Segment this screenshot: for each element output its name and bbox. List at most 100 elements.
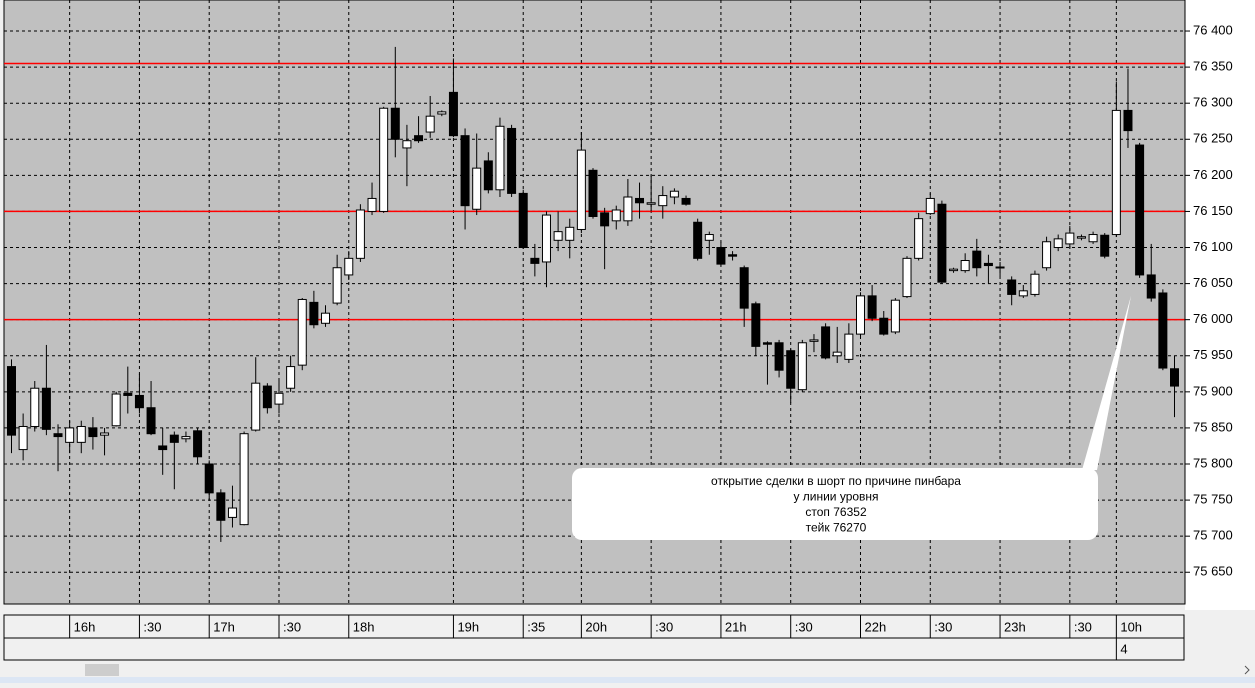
candle-body — [1123, 109, 1133, 132]
x-tick-label: 17h — [213, 619, 235, 634]
candle-body — [414, 135, 424, 142]
x-tick-label: :30 — [795, 619, 813, 634]
candle-body — [355, 209, 365, 259]
candles — [7, 46, 1179, 542]
candle-body — [123, 392, 133, 396]
candle-body — [53, 433, 63, 438]
candle-body — [949, 268, 959, 272]
candle-body — [204, 463, 214, 494]
y-tick-label: 76 100 — [1193, 239, 1233, 254]
candle-body — [1053, 238, 1063, 249]
annotation-line: стоп 76352 — [805, 505, 867, 519]
x-tick-label: 22h — [864, 619, 886, 634]
candle-body — [518, 192, 528, 249]
candle-body — [681, 197, 691, 205]
x-tick-label: :30 — [1074, 619, 1092, 634]
candle-body — [588, 169, 598, 217]
candle-body — [1111, 109, 1121, 236]
candle-body — [669, 190, 679, 198]
candle-body — [844, 333, 854, 360]
candle-body — [751, 303, 761, 347]
candle-body — [902, 257, 912, 298]
candle-body — [553, 231, 563, 241]
y-axis: 75 650 75 700 75 750 75 800 75 850 75 900 75 9… — [1185, 22, 1233, 579]
y-tick-label: 75 900 — [1193, 383, 1233, 398]
candle-body — [379, 107, 389, 212]
candle-body — [530, 257, 540, 264]
x-tick-label: 16h — [74, 619, 96, 634]
candle-body — [1100, 234, 1110, 257]
candle-body — [972, 250, 982, 269]
candle-body — [1018, 290, 1028, 297]
candle-body — [867, 295, 877, 319]
status-strip — [0, 677, 1255, 683]
candle-body — [611, 209, 621, 222]
candle-body — [111, 393, 121, 427]
y-tick-label: 76 350 — [1193, 59, 1233, 74]
candle-body — [1088, 234, 1098, 243]
candle-body — [7, 366, 16, 436]
y-tick-label: 75 800 — [1193, 455, 1233, 470]
candle-body — [472, 167, 482, 210]
candle-body — [797, 342, 807, 391]
x-tick-label: :35 — [527, 619, 545, 634]
y-tick-label: 75 950 — [1193, 347, 1233, 362]
candle-body — [693, 221, 703, 259]
candle-body — [983, 262, 993, 267]
candle-body — [41, 387, 51, 430]
y-tick-label: 76 250 — [1193, 131, 1233, 146]
candle-body — [995, 266, 1005, 269]
candle-body — [239, 433, 249, 526]
candle-body — [565, 226, 575, 241]
x-tick-label: 10h — [1120, 619, 1142, 634]
candle-body — [251, 382, 261, 431]
candle-body — [716, 247, 726, 265]
annotation-line: открытие сделки в шорт по причине пинбар… — [711, 474, 961, 488]
candle-body — [76, 425, 86, 443]
candle-body — [507, 127, 517, 194]
annotation-line: тейк 76270 — [806, 521, 867, 535]
annotation-line: у линии уровня — [793, 490, 878, 504]
candle-body — [297, 298, 307, 366]
candle-body — [762, 342, 772, 345]
candle-body — [1007, 279, 1017, 295]
candle-body — [809, 339, 819, 342]
candle-body — [483, 160, 493, 191]
candle-body — [437, 111, 447, 115]
candle-body — [158, 445, 168, 451]
candle-body — [134, 394, 144, 409]
candle-body — [774, 342, 784, 371]
candle-body — [146, 407, 156, 435]
candle-body — [495, 125, 505, 191]
candle-body — [855, 295, 865, 335]
y-tick-label: 76 000 — [1193, 311, 1233, 326]
x-tick-label: 20h — [585, 619, 607, 634]
x-tick-label: :30 — [143, 619, 161, 634]
x-tick-label: :30 — [655, 619, 673, 634]
candle-body — [344, 257, 354, 276]
x-tick-label: 21h — [725, 619, 747, 634]
price-axis-bg — [1185, 0, 1255, 610]
y-tick-label: 76 200 — [1193, 167, 1233, 182]
candle-body — [728, 254, 738, 257]
scroll-right-button[interactable] — [1244, 665, 1250, 675]
callout: открытие сделки в шорт по причине пинбар… — [572, 296, 1131, 540]
x-tick-label: 19h — [457, 619, 479, 634]
x-axis: 16h:30 17h:30 18h 19h:35 20h:30 21h:30 22h:30 2… — [69, 615, 1142, 660]
candle-body — [332, 267, 342, 304]
y-tick-label: 76 050 — [1193, 275, 1233, 290]
candle-body — [1146, 274, 1156, 299]
candle-body — [367, 197, 377, 212]
candle-body — [1170, 368, 1179, 387]
candle-body — [425, 115, 435, 133]
candle-body — [960, 260, 970, 272]
x-tick-label: :30 — [934, 619, 952, 634]
scrollbar-thumb[interactable] — [85, 664, 119, 676]
candle-body — [704, 234, 714, 241]
candle-body — [460, 135, 470, 207]
y-tick-label: 76 400 — [1193, 22, 1233, 37]
candle-body — [1065, 232, 1075, 245]
candle-body — [832, 351, 842, 357]
scrollbar[interactable] — [0, 662, 1255, 677]
candle-body — [321, 312, 331, 324]
